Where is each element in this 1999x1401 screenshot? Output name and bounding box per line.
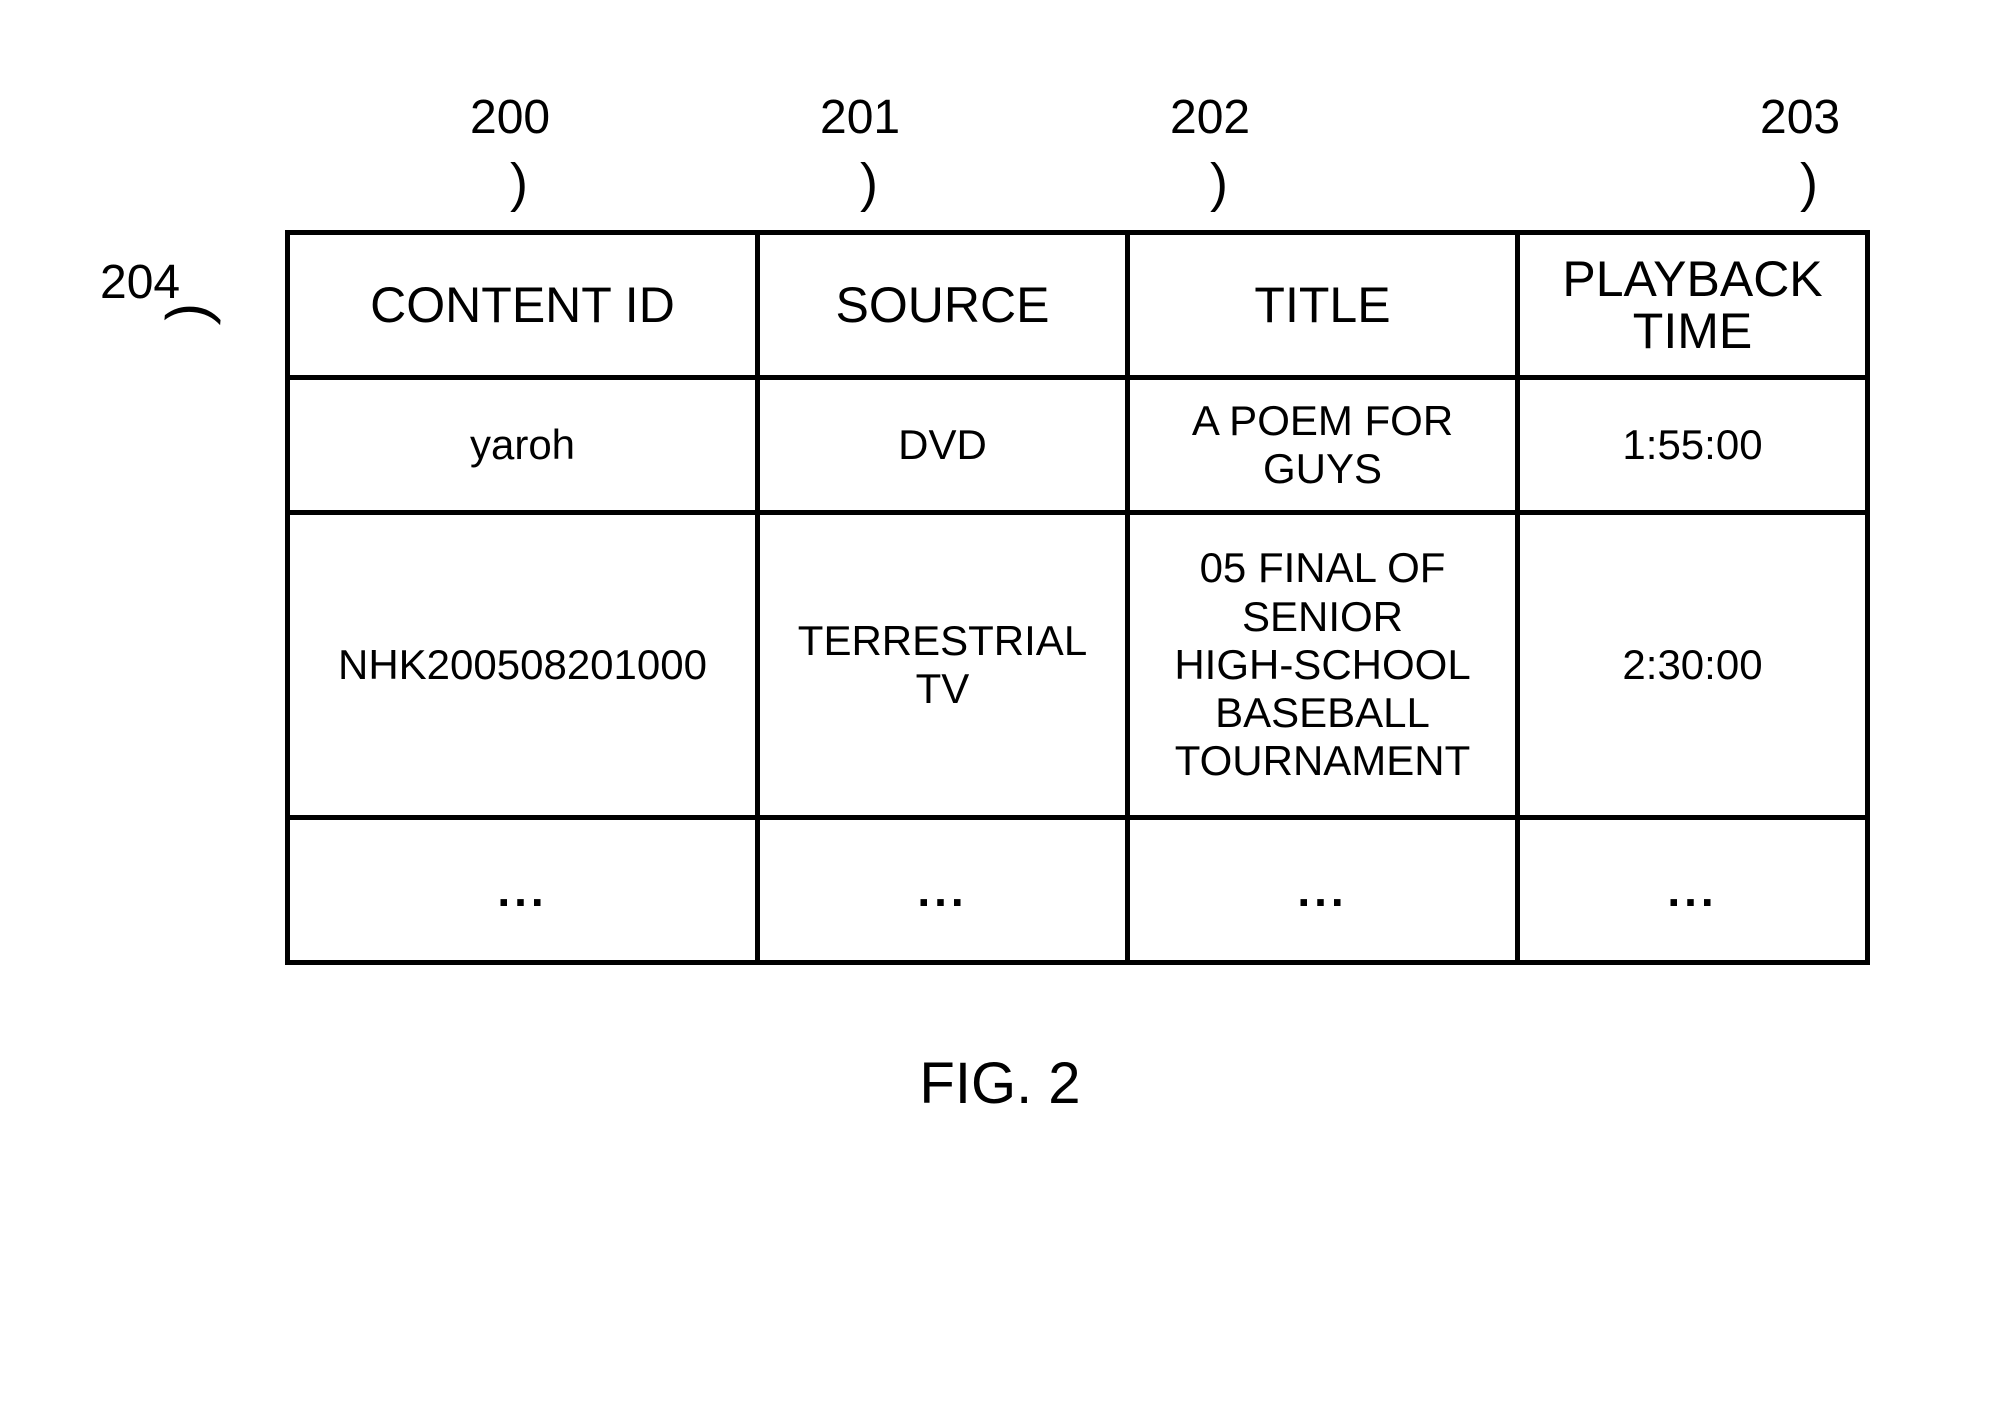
- cell-title: ...: [1128, 818, 1518, 963]
- content-table: CONTENT ID SOURCE TITLE PLAYBACKTIME yar…: [285, 230, 1870, 965]
- cell-playback-time: 1:55:00: [1518, 378, 1868, 513]
- cell-playback-time: ...: [1518, 818, 1868, 963]
- col-source: SOURCE: [758, 233, 1128, 378]
- cell-content-id: NHK200508201000: [288, 513, 758, 818]
- table-row: yaroh DVD A POEM FORGUYS 1:55:00: [288, 378, 1868, 513]
- col-playback-time: PLAYBACKTIME: [1518, 233, 1868, 378]
- hook-icon: (: [1210, 152, 1228, 214]
- cell-title: A POEM FORGUYS: [1128, 378, 1518, 513]
- col-content-id: CONTENT ID: [288, 233, 758, 378]
- col-title: TITLE: [1128, 233, 1518, 378]
- cell-playback-time: 2:30:00: [1518, 513, 1868, 818]
- cell-content-id: yaroh: [288, 378, 758, 513]
- cell-source: DVD: [758, 378, 1128, 513]
- ref-203: 203: [1760, 90, 1840, 145]
- figure-2: 200 ( 201 ( 202 ( 203 ( 204 ( CONTENT ID…: [100, 90, 1900, 230]
- ref-201: 201: [820, 90, 900, 145]
- hook-icon: (: [163, 301, 233, 327]
- hook-icon: (: [510, 152, 528, 214]
- ref-202: 202: [1170, 90, 1250, 145]
- cell-source: ...: [758, 818, 1128, 963]
- row-reference-label: 204 (: [100, 255, 260, 310]
- ref-200: 200: [470, 90, 550, 145]
- hook-icon: (: [1800, 152, 1818, 214]
- cell-content-id: ...: [288, 818, 758, 963]
- table-row: ... ... ... ...: [288, 818, 1868, 963]
- figure-caption: FIG. 2: [100, 1050, 1900, 1117]
- cell-source: TERRESTRIALTV: [758, 513, 1128, 818]
- table-row: NHK200508201000 TERRESTRIALTV 05 FINAL O…: [288, 513, 1868, 818]
- cell-title: 05 FINAL OFSENIORHIGH-SCHOOLBASEBALLTOUR…: [1128, 513, 1518, 818]
- header-row: CONTENT ID SOURCE TITLE PLAYBACKTIME: [288, 233, 1868, 378]
- hook-icon: (: [860, 152, 878, 214]
- col-playback-time-text: PLAYBACKTIME: [1562, 251, 1822, 360]
- column-reference-labels: 200 ( 201 ( 202 ( 203 (: [100, 90, 1900, 230]
